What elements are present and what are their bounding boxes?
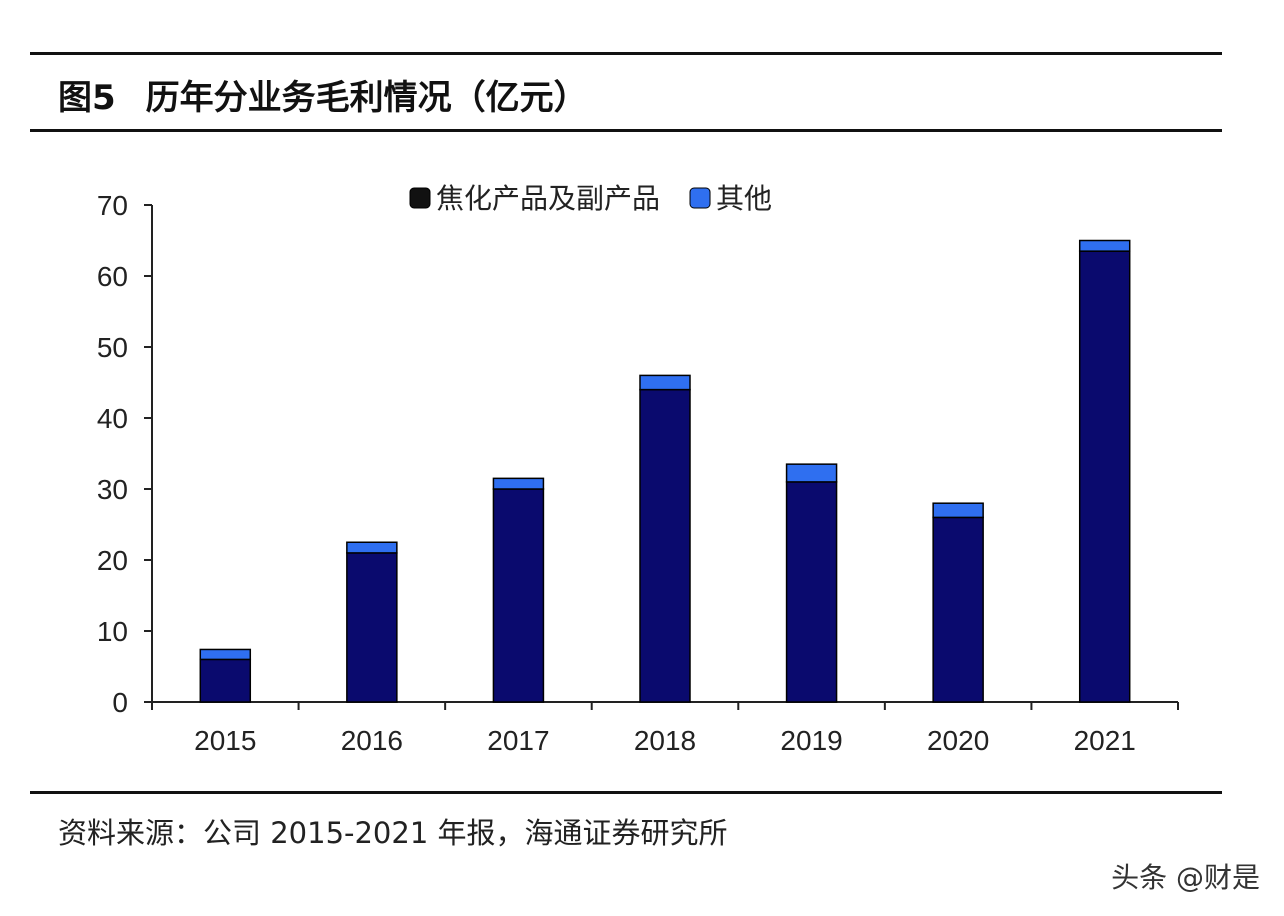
bar-main-segment [785,481,838,703]
watermark: 头条 @财是 [1111,861,1260,894]
y-tick-label: 30 [97,474,128,505]
y-tick-label: 50 [97,332,128,363]
legend-label: 其他 [716,182,772,215]
y-tick-label: 40 [97,403,128,434]
y-tick-label: 10 [97,616,128,647]
bar-main-segment [639,388,691,703]
bar-main-segment [1078,250,1131,703]
title-rule [30,129,1222,132]
x-tick-label: 2021 [1074,725,1136,756]
x-tick-label: 2018 [634,725,696,756]
bottom-rule [30,791,1222,794]
y-tick-label: 70 [97,190,128,221]
bar-main-segment [346,552,398,703]
bar-other-segment [785,463,838,483]
figure-number: 图5 [58,78,116,118]
x-tick-label: 2017 [487,725,549,756]
x-tick-label: 2015 [194,725,256,756]
bar-other-segment [199,648,252,661]
legend-label: 焦化产品及副产品 [436,182,660,215]
y-tick-label: 60 [97,261,128,292]
bar-main-segment [492,488,545,703]
x-tick-label: 2016 [341,725,403,756]
legend-swatch [689,187,711,209]
bar-chart: 0 10 20 30 40 50 60 70 2015 2016 2017 2018 2019 2020 2… [97,182,1179,756]
bar-other-segment [932,502,984,519]
bar-other-segment [1078,239,1131,252]
bar-other-segment [346,541,398,554]
x-tick-label: 2019 [780,725,842,756]
legend-swatch [409,187,431,209]
bar-other-segment [639,374,691,391]
y-tick-label: 20 [97,545,128,576]
bar-main-segment [932,516,984,703]
y-tick-label: 0 [112,687,128,718]
source-note: 资料来源：公司 2015-2021 年报，海通证券研究所 [58,816,728,850]
top-rule [30,52,1222,55]
bar-other-segment [492,477,545,490]
figure-title: 图5 历年分业务毛利情况（亿元） [58,70,588,119]
figure-title-text: 历年分业务毛利情况（亿元） [145,78,588,118]
bar-main-segment [199,658,252,703]
x-tick-label: 2020 [927,725,989,756]
